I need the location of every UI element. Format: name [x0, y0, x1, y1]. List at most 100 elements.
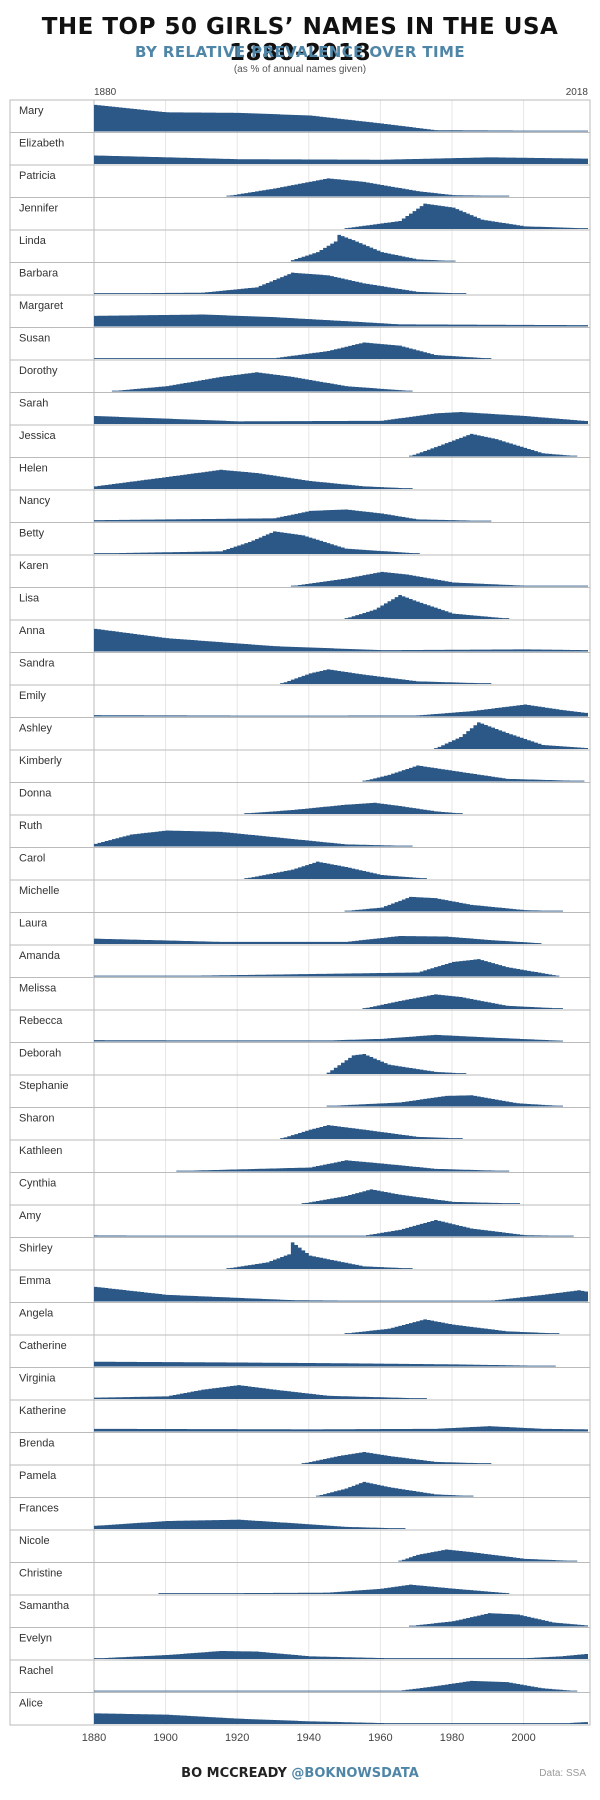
area-rebecca [94, 1034, 563, 1042]
name-label-sarah: Sarah [19, 398, 48, 410]
x-tick-label-2000: 2000 [511, 1732, 535, 1744]
area-angela [344, 1319, 560, 1334]
name-label-elizabeth: Elizabeth [19, 138, 64, 150]
name-label-amanda: Amanda [19, 950, 61, 962]
area-mary [94, 104, 588, 132]
area-cynthia [301, 1189, 520, 1204]
area-elizabeth [94, 155, 588, 164]
name-label-emily: Emily [19, 690, 46, 702]
area-sarah [94, 412, 588, 424]
area-helen [94, 469, 413, 489]
name-label-sharon: Sharon [19, 1113, 54, 1125]
area-betty [94, 531, 420, 554]
name-label-rebecca: Rebecca [19, 1015, 63, 1027]
name-label-ruth: Ruth [19, 820, 42, 832]
area-barbara [94, 272, 467, 294]
area-katherine [94, 1426, 588, 1432]
name-label-nicole: Nicole [19, 1535, 50, 1547]
x-tick-label-1980: 1980 [440, 1732, 464, 1744]
data-source: Data: SSA [539, 1768, 586, 1779]
name-label-amy: Amy [19, 1210, 42, 1222]
area-virginia [94, 1385, 427, 1399]
area-patricia [226, 178, 510, 197]
area-amanda [94, 959, 560, 977]
area-anna [94, 628, 588, 652]
area-ashley [434, 722, 588, 749]
x-tick-label-1940: 1940 [297, 1732, 321, 1744]
name-label-melissa: Melissa [19, 983, 57, 995]
area-nicole [398, 1549, 578, 1562]
name-label-carol: Carol [19, 853, 45, 865]
name-label-patricia: Patricia [19, 170, 57, 182]
name-label-evelyn: Evelyn [19, 1633, 52, 1645]
area-carol [244, 861, 427, 879]
area-amy [94, 1219, 574, 1237]
area-stephanie [326, 1095, 563, 1107]
name-label-lisa: Lisa [19, 593, 40, 605]
name-label-christine: Christine [19, 1568, 62, 1580]
name-label-katherine: Katherine [19, 1405, 66, 1417]
chart-title: THE TOP 50 GIRLS’ NAMES IN THE USA 1880-… [41, 14, 559, 66]
name-label-kimberly: Kimberly [19, 755, 62, 767]
name-label-cynthia: Cynthia [19, 1178, 57, 1190]
name-label-jessica: Jessica [19, 430, 57, 442]
area-pamela [315, 1481, 474, 1497]
name-label-nancy: Nancy [19, 495, 51, 507]
name-label-betty: Betty [19, 528, 45, 540]
author-handle[interactable]: @BOKNOWSDATA [291, 1766, 419, 1781]
name-label-donna: Donna [19, 788, 52, 800]
name-label-frances: Frances [19, 1503, 59, 1515]
area-karen [290, 571, 588, 587]
area-samantha [409, 1613, 588, 1627]
area-susan [94, 342, 492, 359]
name-label-brenda: Brenda [19, 1438, 55, 1450]
range-label-start: 1880 [94, 87, 117, 98]
area-deborah [326, 1054, 467, 1074]
name-label-helen: Helen [19, 463, 48, 475]
name-label-emma: Emma [19, 1275, 52, 1287]
range-label-end: 2018 [566, 87, 589, 98]
chart-note: (as % of annual names given) [233, 64, 367, 75]
area-brenda [301, 1452, 492, 1464]
name-label-susan: Susan [19, 333, 50, 345]
x-tick-label-1880: 1880 [82, 1732, 106, 1744]
area-margaret [94, 314, 588, 327]
area-kathleen [176, 1160, 510, 1172]
name-label-samantha: Samantha [19, 1600, 70, 1612]
area-jessica [409, 433, 578, 457]
name-label-karen: Karen [19, 560, 48, 572]
name-label-anna: Anna [19, 625, 46, 637]
name-label-barbara: Barbara [19, 268, 59, 280]
name-label-margaret: Margaret [19, 300, 63, 312]
area-linda [290, 234, 456, 262]
name-label-angela: Angela [19, 1308, 54, 1320]
area-evelyn [94, 1651, 588, 1659]
area-donna [244, 802, 463, 814]
area-laura [94, 936, 542, 944]
name-label-jennifer: Jennifer [19, 203, 58, 215]
name-label-alice: Alice [19, 1698, 43, 1710]
footer-credit: BO MCCREADY @BOKNOWSDATA [0, 1766, 600, 1781]
name-label-pamela: Pamela [19, 1470, 57, 1482]
name-label-linda: Linda [19, 235, 47, 247]
area-emily [94, 704, 588, 717]
area-catherine [94, 1361, 556, 1367]
area-alice [94, 1713, 588, 1724]
name-label-rachel: Rachel [19, 1665, 53, 1677]
area-sharon [280, 1125, 463, 1139]
name-label-ashley: Ashley [19, 723, 53, 735]
name-label-sandra: Sandra [19, 658, 55, 670]
name-label-deborah: Deborah [19, 1048, 61, 1060]
area-lisa [344, 595, 510, 619]
area-frances [94, 1519, 406, 1529]
area-jennifer [344, 203, 588, 229]
area-kimberly [362, 765, 585, 782]
name-label-laura: Laura [19, 918, 48, 930]
name-label-catherine: Catherine [19, 1340, 67, 1352]
area-rachel [94, 1680, 578, 1692]
name-label-mary: Mary [19, 105, 44, 117]
name-label-kathleen: Kathleen [19, 1145, 62, 1157]
area-nancy [94, 509, 492, 522]
area-emma [94, 1286, 588, 1302]
